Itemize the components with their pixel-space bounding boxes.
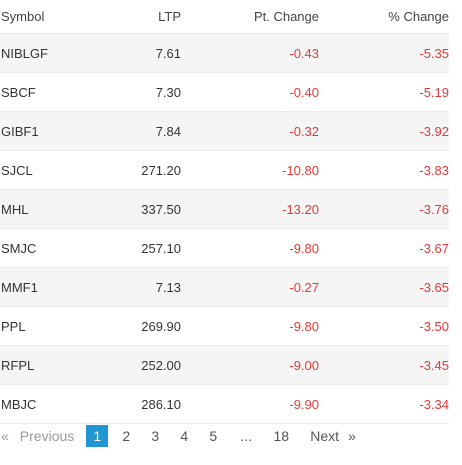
cell-symbol: MBJC (0, 384, 103, 424)
cell-ltp: 257.10 (103, 228, 181, 268)
header-symbol[interactable]: Symbol (0, 0, 103, 34)
cell-pt-change: -10.80 (181, 150, 319, 190)
table-row: PPL 269.90 -9.80 -3.50 (0, 306, 449, 346)
cell-symbol: MHL (0, 189, 103, 229)
cell-ltp: 269.90 (103, 306, 181, 346)
cell-ltp: 7.61 (103, 33, 181, 73)
table-row: NIBLGF 7.61 -0.43 -5.35 (0, 33, 449, 73)
cell-pt-change: -0.40 (181, 72, 319, 112)
cell-symbol: SMJC (0, 228, 103, 268)
cell-pct-change: -3.92 (319, 111, 449, 151)
cell-symbol: SJCL (0, 150, 103, 190)
table-body: NIBLGF 7.61 -0.43 -5.35 SBCF 7.30 -0.40 … (0, 33, 449, 424)
cell-pct-change: -3.76 (319, 189, 449, 229)
table-row: SJCL 271.20 -10.80 -3.83 (0, 150, 449, 190)
cell-pct-change: -5.35 (319, 33, 449, 73)
cell-ltp: 337.50 (103, 189, 181, 229)
page-button-1[interactable]: 1 (86, 425, 109, 447)
cell-pct-change: -5.19 (319, 72, 449, 112)
cell-pt-change: -0.43 (181, 33, 319, 73)
table-row: MHL 337.50 -13.20 -3.76 (0, 189, 449, 229)
cell-pct-change: -3.65 (319, 267, 449, 307)
cell-ltp: 271.20 (103, 150, 181, 190)
table-row: MBJC 286.10 -9.90 -3.34 (0, 384, 449, 424)
table-row: MMF1 7.13 -0.27 -3.65 (0, 267, 449, 307)
table-header: Symbol LTP Pt. Change % Change (0, 0, 449, 34)
cell-symbol: SBCF (0, 72, 103, 112)
cell-ltp: 286.10 (103, 384, 181, 424)
next-button[interactable]: Next (310, 428, 340, 444)
header-row: Symbol LTP Pt. Change % Change (0, 0, 449, 34)
cell-ltp: 252.00 (103, 345, 181, 385)
cell-symbol: GIBF1 (0, 111, 103, 151)
table-row: RFPL 252.00 -9.00 -3.45 (0, 345, 449, 385)
cell-pct-change: -3.45 (319, 345, 449, 385)
cell-ltp: 7.84 (103, 111, 181, 151)
page-button-4[interactable]: 4 (180, 428, 189, 444)
cell-pt-change: -9.90 (181, 384, 319, 424)
cell-symbol: MMF1 (0, 267, 103, 307)
page-button-2[interactable]: 2 (122, 428, 131, 444)
table-row: SBCF 7.30 -0.40 -5.19 (0, 72, 449, 112)
header-ltp[interactable]: LTP (103, 0, 181, 34)
header-pt-change[interactable]: Pt. Change (181, 0, 319, 34)
header-pct-change[interactable]: % Change (319, 0, 449, 34)
cell-pt-change: -9.80 (181, 306, 319, 346)
cell-ltp: 7.30 (103, 72, 181, 112)
cell-symbol: NIBLGF (0, 33, 103, 73)
table-row: GIBF1 7.84 -0.32 -3.92 (0, 111, 449, 151)
pagination-ellipsis: ... (240, 428, 253, 444)
pagination: « Previous 1 2 3 4 5 ... 18 Next » (0, 425, 356, 447)
cell-pt-change: -0.32 (181, 111, 319, 151)
cell-pt-change: -9.00 (181, 345, 319, 385)
cell-pt-change: -9.80 (181, 228, 319, 268)
cell-symbol: RFPL (0, 345, 103, 385)
losers-table: Symbol LTP Pt. Change % Change NIBLGF 7.… (0, 0, 449, 424)
cell-pct-change: -3.34 (319, 384, 449, 424)
table-row: SMJC 257.10 -9.80 -3.67 (0, 228, 449, 268)
next-arrow-icon[interactable]: » (348, 428, 356, 444)
page-button-5[interactable]: 5 (209, 428, 218, 444)
cell-pct-change: -3.83 (319, 150, 449, 190)
previous-button: Previous (19, 428, 75, 444)
page-button-18[interactable]: 18 (273, 428, 290, 444)
previous-arrow-icon: « (1, 428, 9, 444)
cell-pct-change: -3.67 (319, 228, 449, 268)
cell-pt-change: -13.20 (181, 189, 319, 229)
page-button-3[interactable]: 3 (151, 428, 160, 444)
cell-pt-change: -0.27 (181, 267, 319, 307)
cell-symbol: PPL (0, 306, 103, 346)
cell-pct-change: -3.50 (319, 306, 449, 346)
cell-ltp: 7.13 (103, 267, 181, 307)
